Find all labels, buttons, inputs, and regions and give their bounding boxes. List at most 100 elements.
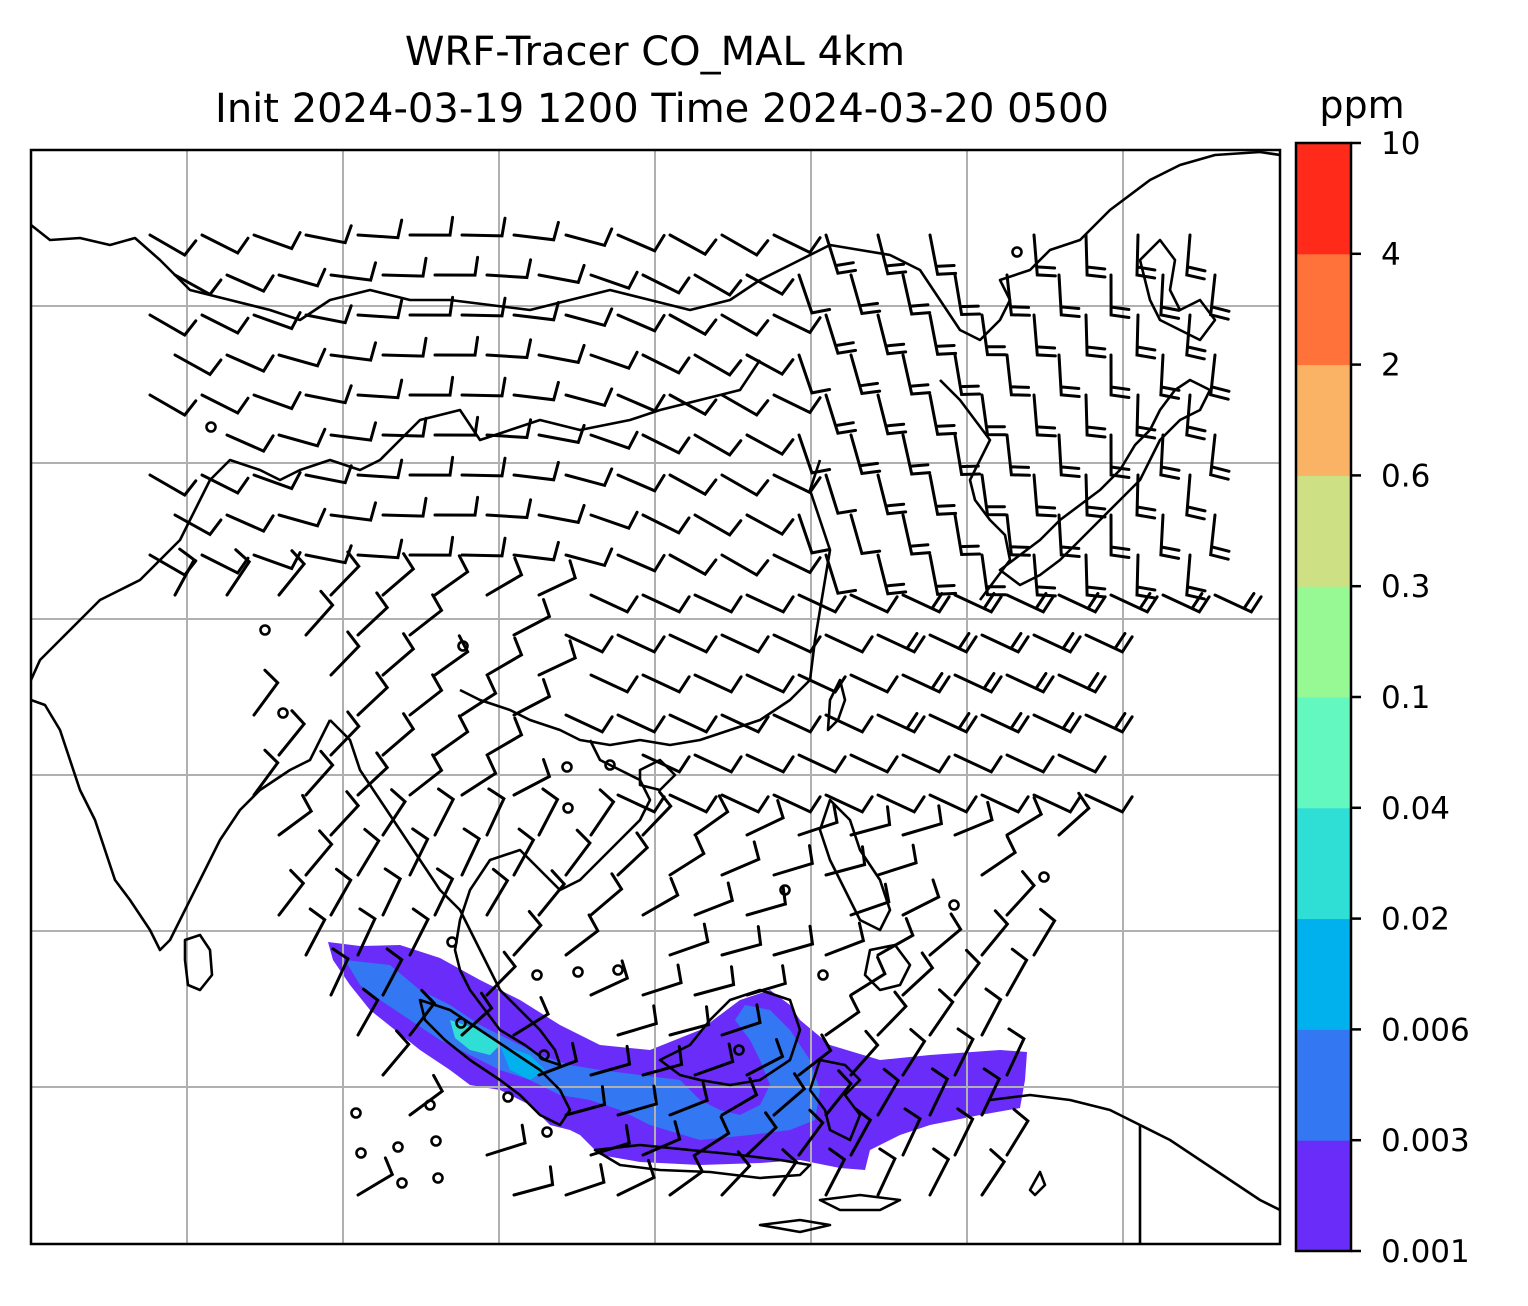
- wind-barb: [720, 1150, 752, 1197]
- colorbar-tick-label: 0.04: [1381, 791, 1450, 827]
- wind-barb: [589, 1124, 631, 1157]
- wind-barb: [797, 273, 832, 315]
- wind-barb: [408, 753, 444, 797]
- calm-wind-circle: [733, 1044, 745, 1056]
- wind-barb: [173, 273, 223, 297]
- calm-wind-circle: [455, 1017, 467, 1029]
- wind-barb: [1084, 712, 1134, 734]
- wind-barb: [720, 840, 761, 877]
- wind-barb: [329, 421, 377, 442]
- wind-barb: [356, 538, 404, 560]
- wind-barb: [225, 273, 275, 293]
- colorbar-segment: [1296, 697, 1351, 809]
- calm-wind-circle: [259, 624, 271, 636]
- wind-barb: [589, 270, 639, 291]
- wind-barb: [849, 955, 887, 997]
- wind-barb: [252, 668, 280, 717]
- colorbar-tick-label: 0.001: [1381, 1234, 1470, 1270]
- wind-barb: [901, 804, 944, 837]
- wind-barb: [616, 553, 666, 573]
- wind-barb: [745, 964, 787, 997]
- wind-barb: [641, 673, 691, 694]
- wind-barb: [564, 467, 614, 488]
- colorbar-segment: [1296, 807, 1351, 920]
- wind-barb: [772, 473, 822, 495]
- wind-barb: [668, 393, 718, 417]
- wind-barb: [928, 912, 963, 957]
- coastline-srilanka: [183, 933, 214, 992]
- wind-barb: [381, 867, 403, 917]
- wind-barb: [537, 787, 560, 837]
- wind-barb: [485, 716, 524, 757]
- wind-barb: [485, 418, 533, 440]
- wind-barb: [304, 749, 335, 797]
- wind-barb: [512, 1165, 555, 1197]
- wind-barb: [408, 988, 437, 1037]
- wind-barb: [901, 753, 951, 774]
- wind-barb: [849, 433, 882, 476]
- wind-barb: [433, 867, 455, 917]
- calm-wind-circle: [1038, 871, 1050, 883]
- wind-barb: [745, 273, 795, 297]
- wind-barb: [953, 948, 982, 997]
- wind-barb: [1185, 393, 1207, 441]
- wind-barb: [329, 501, 377, 522]
- calm-wind-circle: [205, 421, 217, 433]
- wind-barb: [797, 753, 847, 774]
- wind-barb: [980, 712, 1030, 734]
- wind-barb: [720, 393, 770, 417]
- coastline-asia: [31, 150, 1280, 342]
- wind-barb: [797, 1033, 833, 1077]
- gridlines: [31, 150, 1280, 1244]
- wind-barb: [668, 233, 718, 257]
- wind-barb: [1032, 313, 1057, 358]
- wind-barb: [408, 215, 455, 237]
- wind-barb: [1109, 273, 1131, 319]
- wind-barb: [693, 673, 743, 694]
- wind-barb: [901, 353, 932, 396]
- wind-barb: [616, 831, 650, 877]
- wind-barb: [564, 913, 600, 957]
- calm-wind-circle: [817, 969, 829, 981]
- wind-barb: [512, 460, 560, 482]
- wind-barb: [460, 376, 507, 398]
- wind-barb: [1032, 907, 1057, 957]
- wind-barb: [381, 1029, 411, 1077]
- wind-barb: [980, 473, 1007, 517]
- wind-barb: [589, 1044, 632, 1077]
- wind-barb: [589, 350, 639, 371]
- wind-barb: [460, 991, 494, 1037]
- wind-barb: [512, 910, 543, 957]
- wind-barb: [485, 950, 518, 997]
- wind-barb: [641, 963, 683, 997]
- wind-barb: [668, 553, 718, 577]
- wind-barb: [381, 552, 416, 597]
- wind-barb: [641, 593, 691, 614]
- wind-barb: [1109, 433, 1131, 479]
- wind-barb: [953, 753, 1003, 774]
- wind-barb: [512, 827, 536, 877]
- wind-barb: [173, 513, 223, 537]
- wind-barb: [641, 513, 691, 535]
- calm-wind-markers: [205, 246, 1050, 1189]
- wind-barb: [693, 353, 743, 377]
- wind-barb: [304, 224, 353, 245]
- coastline-indochina: [329, 719, 652, 1067]
- wind-barb: [564, 633, 614, 654]
- wind-barb: [745, 433, 795, 457]
- wind-barb: [381, 256, 428, 278]
- wind-barb: [772, 393, 822, 415]
- wind-barb: [720, 713, 770, 734]
- wind-barb: [277, 507, 327, 528]
- colorbar-segment: [1296, 1140, 1351, 1252]
- wind-barb: [252, 391, 302, 411]
- wind-barb: [225, 513, 275, 533]
- colorbar-segment: [1296, 143, 1351, 255]
- wind-barb: [356, 218, 404, 240]
- wind-barb: [901, 433, 932, 476]
- wind-barb: [720, 473, 770, 497]
- colorbar: ppm 0.001 0.003 0.006 0.02 0.04 0.1 0.3 0.6 2 4 10: [1294, 83, 1470, 1270]
- wind-barb: [537, 423, 586, 445]
- wind-barb: [901, 1107, 922, 1157]
- wind-barb: [772, 313, 822, 335]
